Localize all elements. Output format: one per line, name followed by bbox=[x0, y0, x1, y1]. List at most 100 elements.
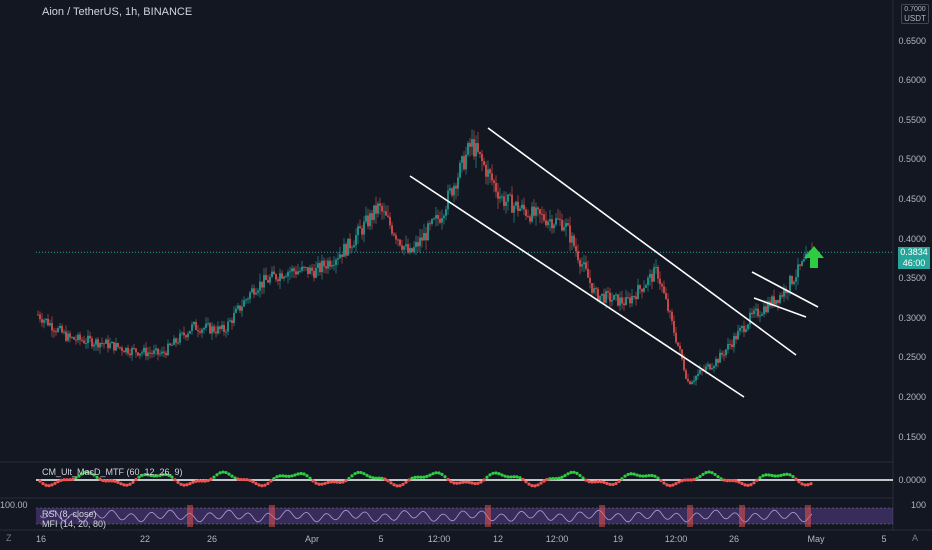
price-label: 0.3000 bbox=[898, 313, 926, 323]
candle-body bbox=[243, 300, 245, 307]
auto-scale-toggle[interactable]: A bbox=[912, 533, 919, 543]
candle-body bbox=[273, 271, 275, 275]
macd-point bbox=[89, 471, 93, 475]
candle-body bbox=[649, 273, 651, 278]
candle-body bbox=[355, 235, 357, 246]
candle-body bbox=[803, 259, 805, 262]
time-label: 5 bbox=[881, 534, 887, 544]
macd-point bbox=[374, 476, 378, 480]
macd-point bbox=[713, 472, 717, 477]
macd-point bbox=[83, 470, 87, 475]
macd-point bbox=[491, 471, 495, 475]
macd-point bbox=[287, 474, 291, 478]
candle-body bbox=[783, 288, 785, 297]
macd-point bbox=[59, 478, 63, 482]
macd-point bbox=[260, 484, 264, 488]
candle-body bbox=[671, 311, 673, 321]
macd-point bbox=[536, 483, 540, 487]
candle-body bbox=[107, 339, 109, 349]
candle-body bbox=[647, 277, 649, 286]
candle-body bbox=[175, 338, 177, 343]
macd-point bbox=[266, 481, 270, 486]
candle-body bbox=[197, 330, 199, 332]
candle-body bbox=[625, 297, 627, 306]
candle-body bbox=[281, 273, 283, 279]
candle-body bbox=[771, 296, 773, 307]
macd-point bbox=[167, 473, 171, 477]
candle-body bbox=[645, 285, 647, 288]
candle-body bbox=[385, 211, 387, 216]
candle-body bbox=[185, 335, 187, 338]
time-label: 12:00 bbox=[664, 534, 688, 544]
candle-body bbox=[455, 185, 457, 189]
candle-body bbox=[409, 248, 411, 253]
candle-body bbox=[349, 238, 351, 249]
candle-body bbox=[255, 292, 257, 295]
macd-point bbox=[38, 479, 42, 483]
candle-body bbox=[139, 353, 141, 356]
candle-body bbox=[151, 353, 153, 355]
candle-body bbox=[747, 324, 749, 330]
macd-point bbox=[620, 477, 624, 481]
rsi-band bbox=[36, 508, 893, 524]
macd-point bbox=[158, 473, 162, 477]
candle-body bbox=[727, 343, 729, 350]
macd-point bbox=[743, 483, 747, 487]
price-label: 0.3500 bbox=[898, 273, 926, 283]
candle-body bbox=[449, 188, 451, 191]
candle-body bbox=[61, 325, 63, 333]
candle-body bbox=[675, 332, 677, 343]
candle-body bbox=[39, 314, 41, 320]
macd-point bbox=[251, 480, 255, 484]
candle-body bbox=[547, 221, 549, 226]
mfi-indicator-label[interactable]: MFI (14, 20, 80) bbox=[42, 519, 107, 529]
macd-point bbox=[437, 471, 441, 475]
candle-body bbox=[89, 335, 91, 339]
macd-indicator-label[interactable]: CM_Ult_MacD_MTF (60, 12, 26, 9) bbox=[42, 467, 183, 477]
symbol-title[interactable]: Aion / TetherUS, 1h, BINANCE bbox=[42, 6, 193, 18]
rsi-indicator-label[interactable]: RSI (8, close) bbox=[42, 509, 97, 519]
candle-body bbox=[611, 299, 613, 302]
macd-point bbox=[539, 481, 543, 485]
macd-point bbox=[329, 480, 333, 484]
price-label: 0.2000 bbox=[898, 392, 926, 402]
macd-point bbox=[551, 476, 555, 481]
candle-body bbox=[233, 312, 235, 324]
macd-point bbox=[707, 470, 711, 474]
candle-body bbox=[103, 343, 105, 345]
candle-body bbox=[637, 285, 639, 300]
candle-body bbox=[741, 326, 743, 329]
macd-point bbox=[386, 479, 390, 483]
candle-body bbox=[525, 209, 527, 216]
macd-point bbox=[749, 483, 753, 487]
candle-body bbox=[599, 295, 601, 301]
candle-body bbox=[657, 266, 659, 279]
candle-body bbox=[261, 281, 263, 288]
candle-body bbox=[395, 235, 397, 240]
candle-body bbox=[247, 298, 249, 300]
candle-body bbox=[677, 342, 679, 346]
currency-selector[interactable]: 0.7000 USDT bbox=[901, 4, 929, 24]
candle-body bbox=[509, 194, 511, 196]
macd-point bbox=[752, 481, 756, 485]
time-label: May bbox=[807, 534, 825, 544]
candle-body bbox=[639, 285, 641, 289]
candle-body bbox=[267, 279, 269, 283]
time-label: Apr bbox=[304, 534, 320, 544]
candle-body bbox=[207, 323, 209, 325]
candle-body bbox=[593, 288, 595, 293]
candle-body bbox=[393, 233, 395, 236]
macd-point bbox=[725, 479, 729, 483]
macd-point bbox=[809, 482, 813, 486]
timezone-toggle[interactable]: Z bbox=[6, 533, 12, 543]
candle-body bbox=[453, 185, 455, 196]
macd-point bbox=[767, 473, 771, 477]
candle-body bbox=[679, 345, 681, 350]
candle-body bbox=[327, 260, 329, 269]
candle-body bbox=[271, 271, 273, 278]
macd-point bbox=[782, 473, 786, 477]
candle-body bbox=[541, 213, 543, 215]
macd-point bbox=[527, 482, 531, 486]
